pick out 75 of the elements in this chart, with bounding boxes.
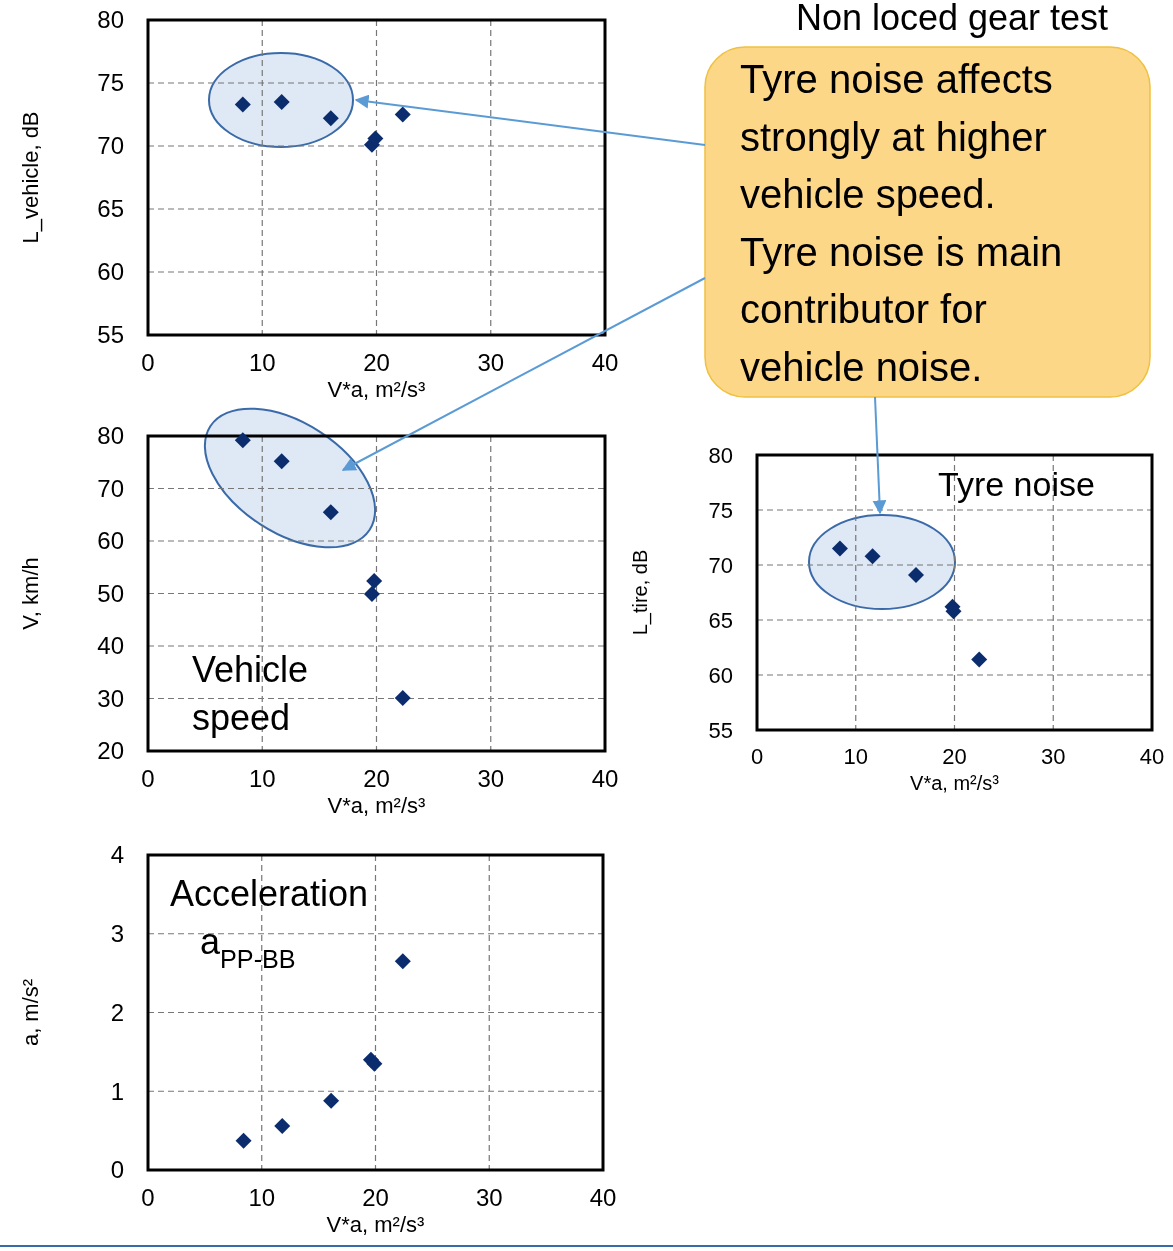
y-tick-label: 75 (708, 497, 733, 523)
point (322, 504, 339, 521)
y-tick-label: 60 (97, 258, 124, 286)
point (322, 110, 339, 127)
point (323, 1092, 340, 1109)
y-tick-label: 60 (708, 662, 733, 688)
point (363, 586, 380, 603)
x-tick-label: 30 (477, 349, 505, 376)
y-tick-label: 55 (97, 321, 124, 349)
y-tick-label: 50 (97, 579, 124, 607)
point (907, 566, 924, 583)
x-tick-label: 40 (591, 349, 619, 376)
y-tick-label: 80 (97, 6, 124, 34)
x-tick-label: 10 (248, 765, 276, 792)
point (971, 651, 988, 668)
y-tick-label: 75 (97, 69, 124, 97)
point (394, 953, 411, 970)
annotation: Tyre noise (938, 465, 1095, 503)
y-tick-label: 65 (97, 195, 124, 223)
y-tick-label: 70 (97, 132, 124, 160)
annotation: Vehicle speed (192, 649, 309, 738)
annotation: Acceleration a$_{PP-BB}$ (170, 873, 369, 973)
y-axis-title: a, m/s² (18, 978, 43, 1047)
y-tick-label: 0 (110, 1156, 124, 1184)
text: Tyre noise affects strongly at higher vehicle speed. Tyre noise is main contributor for vehicle noise. (740, 57, 1063, 389)
x-axis-title: V*a, m²/s³ (910, 772, 1000, 794)
x-tick-label: 20 (942, 744, 967, 769)
y-tick-label: 80 (708, 442, 733, 468)
point (366, 1055, 383, 1072)
y-tick-label: 70 (708, 552, 733, 578)
x-tick-label: 10 (843, 744, 868, 769)
x-tick-label: 20 (363, 349, 390, 376)
x-tick-label: 40 (589, 1184, 617, 1211)
point (234, 432, 251, 449)
point (273, 93, 290, 110)
y-tick-label: 55 (708, 717, 733, 743)
x-tick-label: 30 (477, 765, 505, 792)
x-axis-title: V*a, m²/s³ (326, 1212, 425, 1237)
y-tick-label: 40 (97, 632, 124, 660)
text: Non loced gear test (795, 0, 1109, 38)
x-tick-label: 40 (1139, 744, 1165, 769)
point (864, 548, 881, 565)
x-tick-label: 0 (750, 744, 764, 769)
y-axis-title: L_tire, dB (629, 549, 652, 636)
x-tick-label: 10 (248, 349, 276, 376)
y-tick-label: 70 (97, 474, 124, 502)
x-axis-title: V*a, m²/s³ (327, 793, 426, 818)
point (235, 1132, 252, 1149)
x-tick-label: 20 (362, 1184, 389, 1211)
point (394, 106, 411, 123)
point (274, 1117, 291, 1134)
y-tick-label: 4 (110, 841, 124, 869)
y-tick-label: 80 (97, 422, 124, 450)
y-tick-label: 60 (97, 527, 124, 555)
y-tick-label: 65 (708, 607, 733, 633)
y-axis-title: L_vehicle, dB (18, 111, 43, 244)
x-tick-label: 30 (1041, 744, 1066, 769)
x-tick-label: 0 (141, 765, 155, 792)
y-tick-label: 2 (110, 998, 124, 1026)
point (273, 453, 290, 470)
y-tick-label: 1 (110, 1077, 124, 1105)
point (831, 540, 848, 557)
x-tick-label: 30 (475, 1184, 503, 1211)
point (366, 572, 383, 589)
x-tick-label: 20 (363, 765, 390, 792)
x-tick-label: 40 (591, 765, 619, 792)
x-tick-label: 0 (141, 1184, 155, 1211)
x-tick-label: 10 (248, 1184, 276, 1211)
y-axis-title: V, km/h (18, 557, 43, 630)
y-tick-label: 3 (110, 920, 124, 948)
point (234, 96, 251, 113)
y-tick-label: 30 (97, 684, 124, 712)
point (394, 689, 411, 706)
x-axis-title: V*a, m²/s³ (327, 377, 426, 402)
x-tick-label: 0 (141, 349, 155, 376)
